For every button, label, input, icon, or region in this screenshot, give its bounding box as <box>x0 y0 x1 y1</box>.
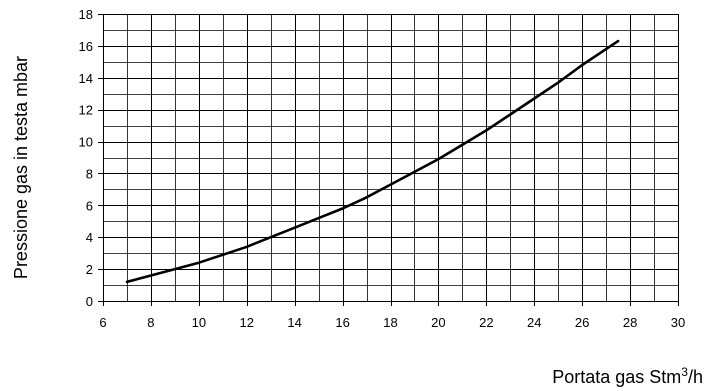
x-tick-label: 10 <box>192 315 206 330</box>
x-tick-label: 12 <box>240 315 254 330</box>
x-axis-title-suffix: /h <box>688 367 703 387</box>
x-axis-title: Portata gas Stm3/h <box>552 365 703 387</box>
y-axis-title: Pressione gas in testa mbar <box>11 56 31 279</box>
x-tick-label: 6 <box>99 315 106 330</box>
x-tick-label: 28 <box>623 315 637 330</box>
x-axis-ticks: 6 8 10 12 14 16 18 20 22 24 26 28 30 <box>99 301 685 330</box>
minor-grid <box>103 14 678 301</box>
series-line <box>125 39 620 284</box>
series-group <box>125 39 620 284</box>
y-tick-label: 16 <box>79 39 93 54</box>
y-tick-label: 12 <box>79 103 93 118</box>
x-tick-label: 30 <box>671 315 685 330</box>
x-axis-title-main: Portata gas Stm <box>552 367 681 387</box>
y-tick-label: 4 <box>86 230 93 245</box>
y-tick-label: 14 <box>79 71 93 86</box>
y-axis-ticks: 0 2 4 6 8 10 12 14 16 18 <box>79 7 103 309</box>
x-tick-label: 16 <box>335 315 349 330</box>
y-tick-label: 0 <box>86 294 93 309</box>
x-tick-label: 14 <box>287 315 301 330</box>
x-tick-label: 18 <box>383 315 397 330</box>
x-tick-label: 8 <box>147 315 154 330</box>
y-tick-label: 2 <box>86 262 93 277</box>
y-tick-label: 10 <box>79 135 93 150</box>
x-tick-label: 24 <box>527 315 541 330</box>
x-axis-title-superscript: 3 <box>681 365 688 379</box>
x-tick-label: 26 <box>575 315 589 330</box>
x-tick-label: 22 <box>479 315 493 330</box>
y-tick-label: 18 <box>79 7 93 22</box>
y-tick-label: 8 <box>86 166 93 181</box>
y-tick-label: 6 <box>86 198 93 213</box>
x-tick-label: 20 <box>431 315 445 330</box>
